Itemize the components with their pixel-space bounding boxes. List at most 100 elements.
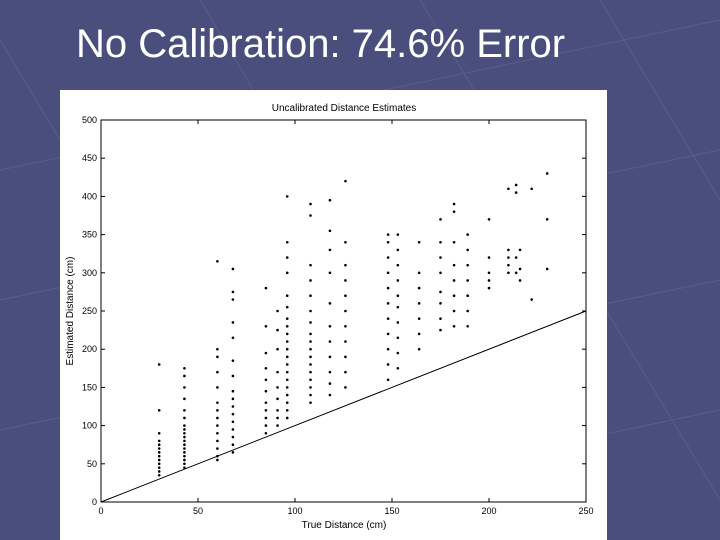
data-point xyxy=(309,386,312,389)
data-point xyxy=(285,294,289,298)
data-point xyxy=(231,298,235,301)
y-tick-label: 100 xyxy=(82,421,97,431)
data-point xyxy=(439,328,442,332)
data-point xyxy=(328,355,332,359)
data-point xyxy=(396,263,400,267)
data-point xyxy=(231,359,235,362)
data-point xyxy=(514,183,518,187)
data-point xyxy=(386,378,390,382)
data-point xyxy=(487,279,491,282)
y-tick-label: 0 xyxy=(92,497,97,507)
data-point xyxy=(514,271,518,275)
data-point xyxy=(216,347,219,351)
data-point xyxy=(439,218,442,221)
data-point xyxy=(439,290,442,294)
plot-area-frame xyxy=(100,119,587,503)
data-point xyxy=(285,305,289,309)
data-point xyxy=(264,401,268,404)
data-point xyxy=(216,439,219,443)
data-point xyxy=(309,332,312,336)
data-point xyxy=(417,317,421,320)
data-point xyxy=(183,447,186,450)
data-point xyxy=(285,370,289,374)
data-point xyxy=(231,374,235,378)
data-point xyxy=(157,447,161,450)
data-point xyxy=(216,416,219,420)
data-point xyxy=(276,424,279,427)
data-points xyxy=(157,172,549,477)
data-point xyxy=(344,340,347,343)
scatter-chart: Uncalibrated Distance Estimates 0 50 100 15… xyxy=(65,103,594,531)
data-point xyxy=(386,233,390,236)
data-point xyxy=(545,218,549,221)
x-tick-label: 100 xyxy=(287,506,302,516)
data-point xyxy=(328,382,332,385)
y-axis-label: Estimated Distance (cm) xyxy=(65,257,76,366)
data-point xyxy=(344,179,347,183)
data-point xyxy=(344,294,347,298)
data-point xyxy=(487,218,491,221)
data-point xyxy=(452,210,456,213)
data-point xyxy=(439,271,442,275)
data-point xyxy=(309,347,312,351)
data-point xyxy=(439,302,442,305)
data-point xyxy=(157,409,161,412)
x-axis-label: True Distance (cm) xyxy=(302,520,387,531)
data-point xyxy=(309,401,312,404)
data-point xyxy=(264,367,268,370)
data-point xyxy=(514,256,518,259)
data-point xyxy=(285,240,289,244)
data-point xyxy=(157,439,161,443)
data-point xyxy=(396,336,400,340)
data-point xyxy=(216,424,219,427)
data-point xyxy=(396,305,400,309)
data-point xyxy=(507,256,510,259)
data-point xyxy=(264,378,268,382)
data-point xyxy=(396,279,400,282)
data-point xyxy=(264,431,268,435)
data-point xyxy=(183,428,186,431)
data-point xyxy=(309,279,312,282)
data-point xyxy=(216,454,219,458)
reference-line-group xyxy=(100,310,587,503)
y-tick-label: 450 xyxy=(82,153,97,163)
data-point xyxy=(285,393,289,397)
data-point xyxy=(417,271,421,275)
data-point xyxy=(452,294,456,298)
data-point xyxy=(545,172,549,175)
data-point xyxy=(344,386,347,389)
data-point xyxy=(285,355,289,359)
data-point xyxy=(285,340,289,343)
axis-ticks: 0 50 100 150 200 250 0 50 100 150 200 250 300 350 400 4… xyxy=(82,115,594,516)
data-point xyxy=(285,409,289,412)
data-point xyxy=(285,416,289,420)
data-point xyxy=(530,298,533,301)
data-point xyxy=(183,367,186,370)
data-point xyxy=(231,420,235,424)
data-point xyxy=(344,324,347,328)
data-point xyxy=(452,309,456,313)
data-point xyxy=(183,439,186,443)
data-point xyxy=(285,386,289,389)
data-point xyxy=(466,294,469,298)
data-point xyxy=(545,267,549,271)
data-point xyxy=(216,409,219,412)
data-point xyxy=(285,317,289,320)
data-point xyxy=(386,256,390,259)
data-point xyxy=(276,328,279,332)
data-point xyxy=(231,290,235,294)
data-point xyxy=(396,233,400,236)
x-tick-label: 50 xyxy=(193,506,203,516)
data-point xyxy=(344,279,347,282)
data-point xyxy=(231,435,235,439)
data-point xyxy=(386,240,390,244)
data-point xyxy=(328,229,332,233)
data-point xyxy=(466,324,469,328)
data-point xyxy=(183,374,186,378)
data-point xyxy=(466,279,469,282)
data-point xyxy=(344,355,347,359)
data-point xyxy=(276,347,279,351)
data-point xyxy=(231,389,235,393)
data-point xyxy=(487,271,491,275)
reference-line xyxy=(100,310,587,503)
